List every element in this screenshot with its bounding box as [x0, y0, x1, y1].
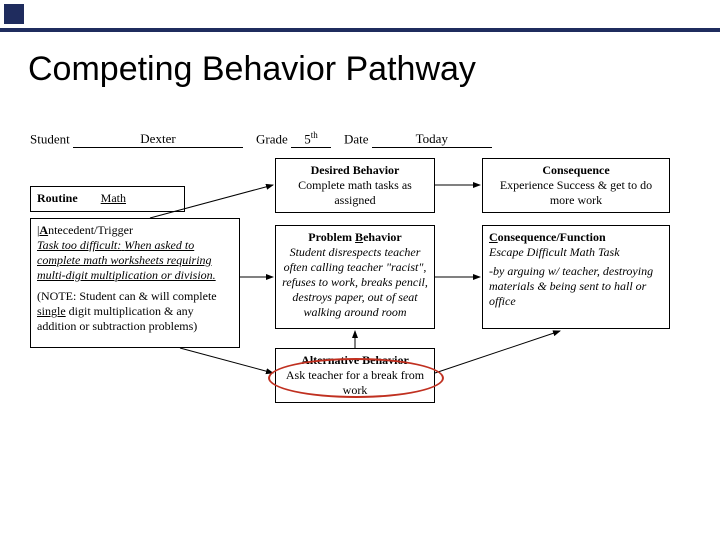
date-label: Date: [344, 131, 369, 146]
grade-value: 5th: [291, 130, 331, 148]
corner-square: [4, 4, 24, 24]
routine-box: Routine Math: [30, 186, 185, 212]
consequence1-title: Consequence: [489, 163, 663, 178]
consequence2-title: Consequence/Function: [489, 230, 663, 245]
page-title: Competing Behavior Pathway: [28, 50, 476, 89]
student-value: Dexter: [73, 131, 243, 148]
alternative-box: Alternative Behavior Ask teacher for a b…: [275, 348, 435, 403]
antecedent-box: |Antecedent/Trigger Task too difficult: …: [30, 218, 240, 348]
consequence2-lead: Escape Difficult Math Task: [489, 245, 663, 260]
student-label: Student: [30, 131, 70, 146]
consequence1-body: Experience Success & get to do more work: [489, 178, 663, 208]
antecedent-lead-body: Task too difficult: When asked to comple…: [37, 238, 233, 283]
consequence2-box: Consequence/Function Escape Difficult Ma…: [482, 225, 670, 329]
slide-header-bar: [0, 0, 720, 32]
antecedent-lead: Task too difficult:: [37, 238, 121, 252]
header-fields: Student Dexter Grade 5th Date Today: [30, 130, 492, 148]
consequence1-box: Consequence Experience Success & get to …: [482, 158, 670, 213]
problem-box: Problem Behavior Student disrespects tea…: [275, 225, 435, 329]
diagram-container: Student Dexter Grade 5th Date Today Rout…: [30, 130, 690, 510]
date-value: Today: [372, 131, 492, 148]
alternative-body: Ask teacher for a break from work: [282, 368, 428, 398]
problem-body: Student disrespects teacher often callin…: [282, 245, 428, 320]
desired-title: Desired Behavior: [282, 163, 428, 178]
antecedent-note: (NOTE: Student can & will complete singl…: [37, 289, 233, 334]
desired-body: Complete math tasks as assigned: [282, 178, 428, 208]
grade-suffix: th: [311, 130, 318, 140]
antecedent-title-row: |Antecedent/Trigger: [37, 223, 233, 238]
antecedent-title: |Antecedent/Trigger: [37, 223, 133, 237]
problem-title: Problem Behavior: [282, 230, 428, 245]
desired-box: Desired Behavior Complete math tasks as …: [275, 158, 435, 213]
consequence2-body: -by arguing w/ teacher, destroying mater…: [489, 264, 663, 309]
grade-label: Grade: [256, 131, 288, 146]
routine-label: Routine: [37, 191, 78, 205]
alternative-title: Alternative Behavior: [282, 353, 428, 368]
routine-value: Math: [81, 191, 146, 205]
